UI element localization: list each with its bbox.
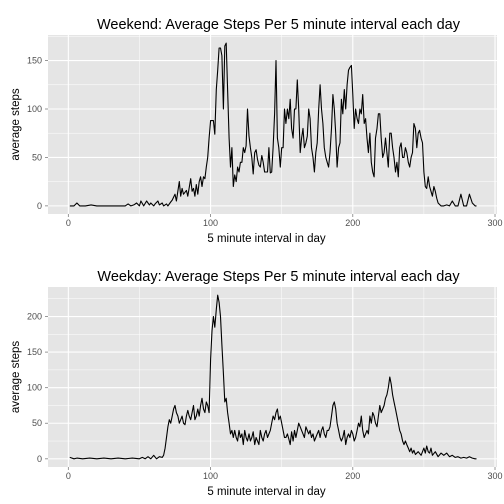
weekday-x-tick-label: 200: [345, 471, 360, 481]
weekend-y-tick-label: 50: [32, 152, 42, 162]
weekday-chart: Weekday: Average Steps Per 5 minute inte…: [10, 269, 503, 498]
weekend-x-tick-label: 0: [66, 218, 71, 228]
weekday-y-tick-label: 100: [27, 383, 42, 393]
weekend-x-tick-label: 200: [345, 218, 360, 228]
weekday-x-tick-label: 300: [487, 471, 502, 481]
weekend-x-tick-label: 100: [203, 218, 218, 228]
weekday-y-tick-label: 50: [32, 418, 42, 428]
weekday-y-tick-label: 150: [27, 347, 42, 357]
weekend-plot-panel: [48, 35, 497, 214]
weekend-steps-line: [69, 42, 477, 207]
weekend-x-axis-label: 5 minute interval in day: [207, 233, 326, 245]
weekday-x-tick-label: 100: [203, 471, 218, 481]
weekend-tick-labels: 0 100 200 300 0 50 100 150: [27, 56, 503, 228]
weekend-y-axis-label: average steps: [10, 88, 22, 160]
weekday-plot-panel: [48, 287, 497, 467]
weekend-chart-title: Weekend: Average Steps Per 5 minute inte…: [97, 17, 461, 33]
weekday-y-tick-label: 0: [37, 454, 42, 464]
weekend-y-tick-label: 0: [37, 201, 42, 211]
weekday-y-axis-label: average steps: [10, 341, 22, 413]
weekday-x-axis-label: 5 minute interval in day: [207, 486, 326, 498]
weekend-chart: Weekend: Average Steps Per 5 minute inte…: [10, 17, 503, 245]
weekday-tick-labels: 0 100 200 300 0 50 100 150 200: [27, 312, 503, 481]
weekday-chart-title: Weekday: Average Steps Per 5 minute inte…: [97, 269, 460, 285]
weekend-gridlines: [48, 35, 497, 214]
weekday-y-tick-label: 200: [27, 312, 42, 322]
weekday-gridlines: [48, 287, 497, 467]
weekend-y-tick-label: 150: [27, 56, 42, 66]
weekend-x-tick-label: 300: [487, 218, 502, 228]
weekend-y-tick-label: 100: [27, 104, 42, 114]
weekday-steps-line: [69, 294, 477, 460]
weekday-x-tick-label: 0: [66, 471, 71, 481]
